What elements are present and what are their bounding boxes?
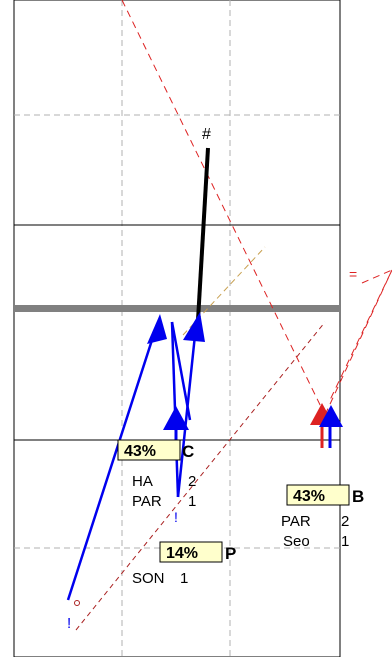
node-c-row2-value: 1 — [188, 493, 196, 510]
node-b-letter: B — [352, 487, 364, 506]
darkred-origin-dot — [74, 600, 80, 606]
hash-marker: # — [202, 126, 211, 143]
blue-arrowhead-2 — [183, 312, 205, 342]
node-b-row2-value: 1 — [341, 533, 349, 550]
black-trunk-line — [196, 147, 210, 321]
node-c-row2-label: PAR — [132, 493, 162, 510]
node-p-letter: P — [225, 544, 236, 563]
node-b-row1-label: PAR — [281, 513, 311, 530]
node-p-pct: 14% — [166, 545, 198, 562]
bang-marker-left: ! — [67, 615, 71, 632]
node-b-pct-box — [286, 484, 350, 506]
node-c-letter: C — [182, 442, 194, 461]
node-p-pct-box — [159, 541, 223, 563]
node-c-row1-label: HA — [132, 473, 153, 490]
node-p: 14% P SON 1 — [132, 541, 236, 587]
gray-baseline-bar — [14, 305, 340, 312]
bang-marker-mid: ! — [174, 509, 178, 525]
red-dashed-line-right — [324, 269, 392, 416]
darkred-dashed-line — [75, 321, 326, 631]
node-b-pct: 43% — [293, 488, 325, 505]
node-c-pct-box — [117, 439, 181, 461]
node-p-row1-label: SON — [132, 570, 165, 587]
equals-marker: = — [349, 266, 357, 282]
blue-arrowhead-right — [319, 405, 343, 427]
red-dashed-line-top — [121, 0, 326, 416]
blue-arrowhead-3 — [163, 406, 189, 430]
node-b-row1-value: 2 — [341, 513, 349, 530]
node-c: 43% C HA 2 PAR 1 — [117, 439, 196, 510]
red-dashed-line-right-2 — [329, 269, 392, 401]
node-p-row1-value: 1 — [180, 570, 188, 587]
node-c-row1-value: 2 — [188, 473, 196, 490]
blue-line-left — [66, 339, 154, 601]
node-c-pct: 43% — [124, 443, 156, 460]
node-b: 43% B PAR 2 Seo 1 — [281, 484, 364, 550]
blue-arrowhead-1 — [147, 314, 167, 344]
node-b-row2-label: Seo — [283, 533, 310, 550]
blue-line-mid-3 — [176, 334, 197, 498]
